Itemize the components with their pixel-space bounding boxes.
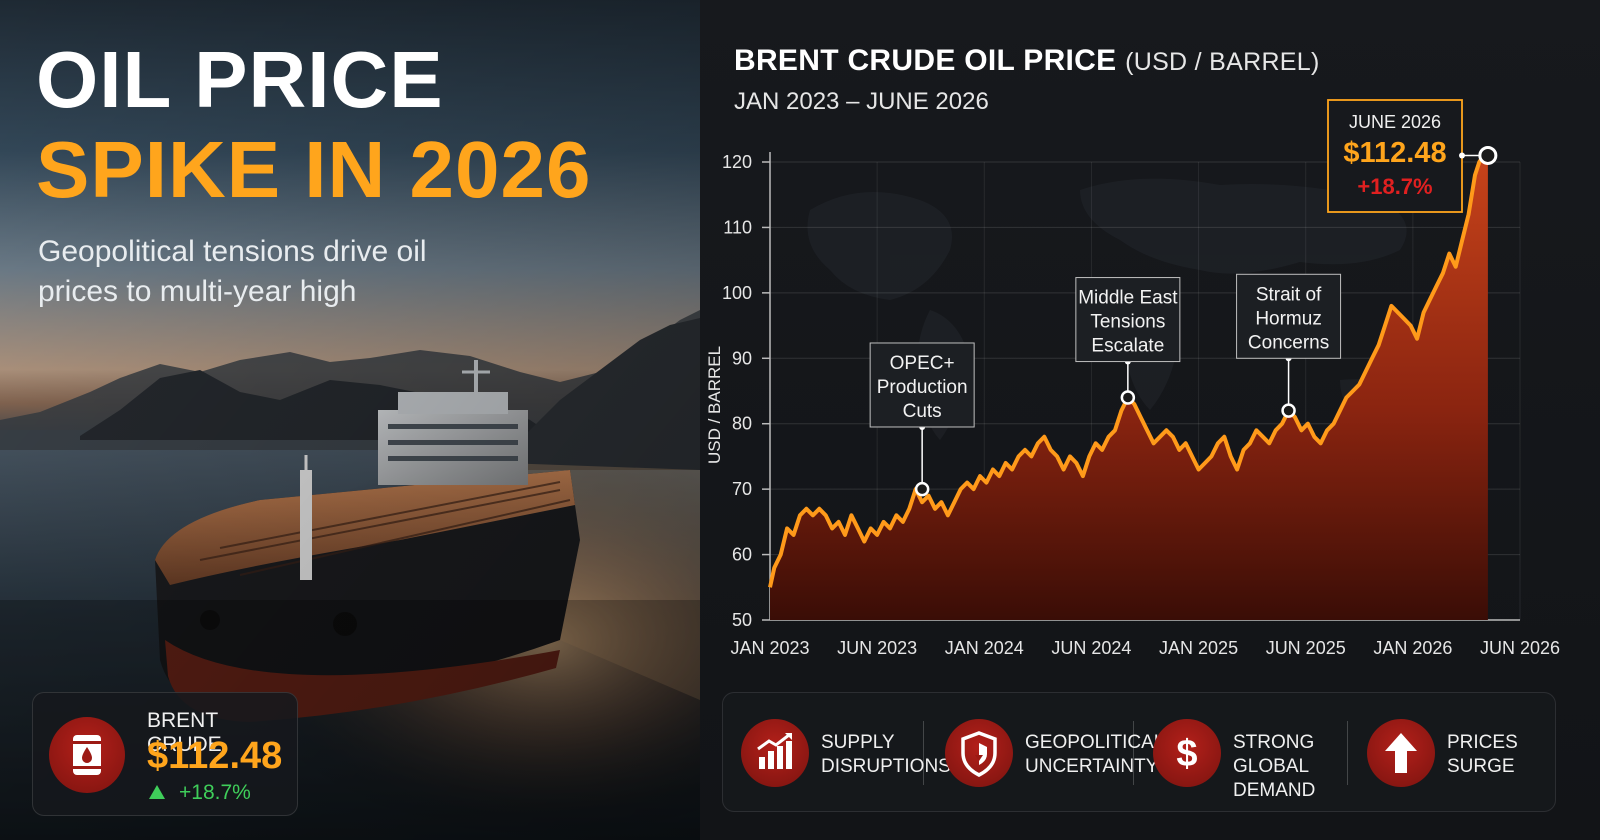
y-tick-label: 80 [732, 414, 752, 434]
chart-panel: 50 60 70 80 90 100 110 120 JAN 2023 JUN 2023 JAN … [700, 0, 1600, 840]
headline-subtitle: Geopolitical tensions drive oil prices t… [38, 235, 427, 308]
y-tick-label: 50 [732, 610, 752, 630]
price-area [770, 155, 1488, 620]
annotation-text: Escalate [1091, 336, 1164, 357]
y-tick-label: 120 [722, 152, 752, 172]
driver-label: STRONG GLOBAL DEMAND [1233, 732, 1316, 801]
y-axis: 50 60 70 80 90 100 110 120 [722, 152, 771, 630]
callout-date: JUNE 2026 [1349, 112, 1441, 132]
hero-panel: OIL PRICE SPIKE IN 2026 Geopolitical ten… [0, 0, 700, 840]
annotation-box [1075, 277, 1181, 363]
chart-title-unit: (USD / BARREL) [1125, 48, 1320, 76]
svg-text:$: $ [1176, 733, 1197, 775]
annotation-text: OPEC+ [890, 353, 955, 374]
annotation: Middle East Tensions Escalate [1075, 277, 1181, 405]
annotation-text: Concerns [1248, 332, 1329, 353]
y-axis-label: USD / BARREL [705, 346, 724, 464]
y-tick-label: 90 [732, 348, 752, 368]
annotation-point [1120, 390, 1136, 405]
annotation-text: Production [877, 377, 968, 398]
x-tick-label: JAN 2024 [945, 638, 1024, 658]
annotation-point [914, 481, 930, 497]
x-tick-label: JUN 2026 [1480, 638, 1560, 658]
annotation-text: Strait of [1256, 284, 1322, 305]
y-tick-label: 110 [723, 217, 752, 237]
price-card: BRENT CRUDE $112.48 +18.7% [32, 692, 298, 816]
annotation-box [869, 342, 975, 428]
divider [923, 721, 924, 785]
y-tick-label: 100 [722, 283, 752, 303]
price-card-change: +18.7% [179, 781, 251, 804]
x-axis: JAN 2023 JUN 2023 JAN 2024 JUN 2024 JAN 2025… [730, 619, 1560, 658]
headline-line-2: SPIKE IN 2026 [36, 125, 592, 214]
x-tick-label: JUN 2025 [1266, 638, 1346, 658]
callout-value: $112.48 [1343, 137, 1446, 169]
chart-subtitle: JAN 2023 – JUNE 2026 [734, 88, 989, 115]
annotations: OPEC+ Production Cuts Middle East Tensions Es… [869, 273, 1342, 497]
callout-box [1327, 99, 1463, 213]
shield-icon [945, 719, 1013, 787]
driver-label: GEOPOLITICAL UNCERTAINTY [1025, 732, 1165, 777]
annotation-text: Tensions [1090, 312, 1165, 333]
dollar-icon: $ [1153, 719, 1221, 787]
price-card-label: BRENT CRUDE [147, 709, 222, 756]
annotation-box [1236, 273, 1342, 359]
annotation-text: Hormuz [1255, 308, 1322, 329]
price-card-value: $112.48 [147, 735, 283, 777]
x-tick-label: JAN 2026 [1373, 638, 1452, 658]
x-tick-label: JAN 2023 [730, 638, 809, 658]
x-tick-label: JAN 2025 [1159, 638, 1238, 658]
annotation-text: Cuts [903, 401, 942, 422]
divider [1133, 721, 1134, 785]
callout-change: +18.7% [1357, 174, 1432, 199]
divider [1347, 721, 1348, 785]
latest-point [1478, 145, 1498, 165]
y-tick-label: 60 [732, 545, 752, 565]
chart-title-text: BRENT CRUDE OIL PRICE [734, 44, 1117, 77]
callout-leader-dot [1459, 152, 1465, 159]
oil-barrel-icon [49, 717, 125, 793]
headline-line-1: OIL PRICE [36, 35, 444, 124]
y-tick-label: 70 [732, 479, 752, 499]
annotation: OPEC+ Production Cuts [869, 342, 975, 497]
drivers-bar: SUPPLY DISRUPTIONS GEOPOLITICAL UNCERTAI… [722, 692, 1556, 812]
bar-chart-up-icon [741, 719, 809, 787]
driver-label: SUPPLY DISRUPTIONS [821, 732, 951, 777]
annotation-text: Middle East [1078, 288, 1178, 309]
arrow-up-icon [1367, 719, 1435, 787]
x-tick-label: JUN 2023 [837, 638, 917, 658]
annotation: Strait of Hormuz Concerns [1236, 273, 1342, 418]
triangle-up-icon [149, 785, 165, 799]
latest-price-callout: JUNE 2026 $112.48 +18.7% [1327, 99, 1498, 213]
driver-label: PRICES SURGE [1447, 732, 1518, 777]
annotation-point [1281, 403, 1296, 418]
chart-title: BRENT CRUDE OIL PRICE (USD / BARREL) [734, 44, 1320, 78]
x-tick-label: JUN 2024 [1051, 638, 1131, 658]
